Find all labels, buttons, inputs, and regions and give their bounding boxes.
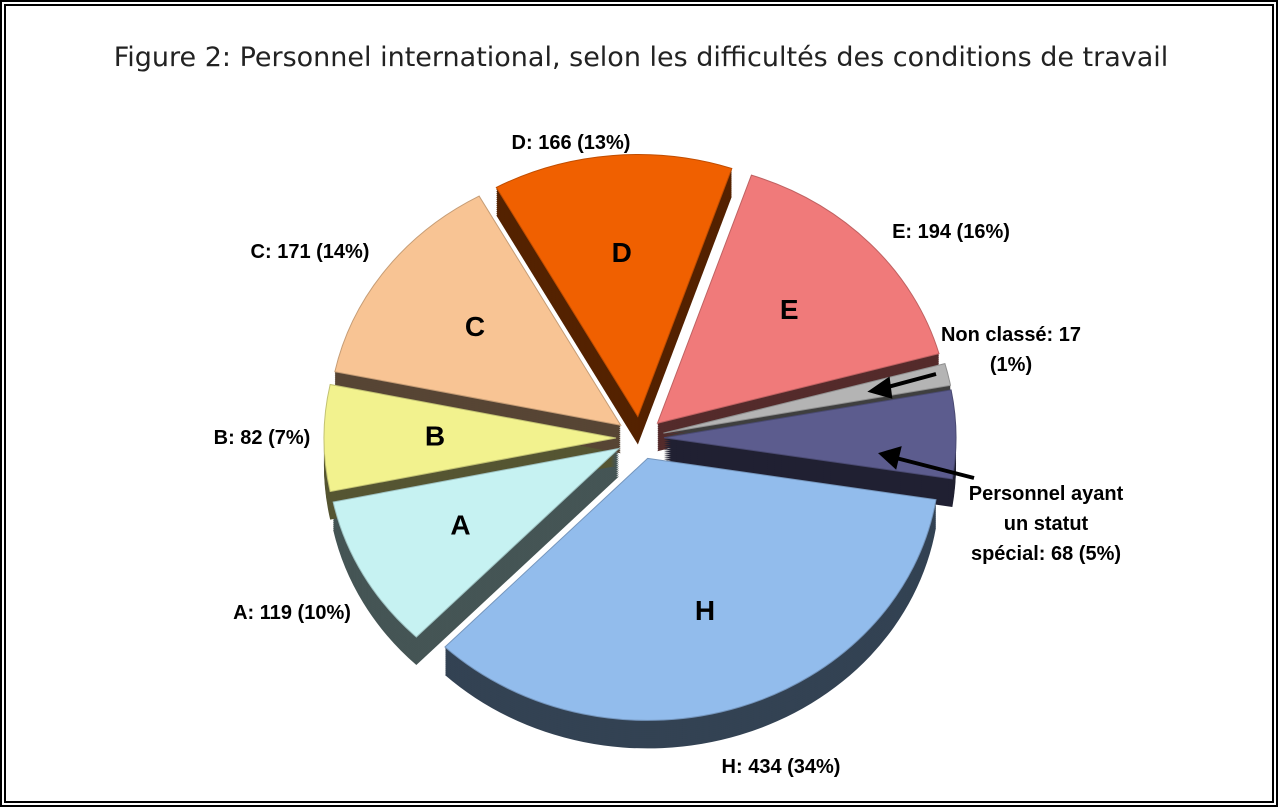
arrow-head xyxy=(867,376,893,399)
slice xyxy=(332,447,621,638)
chart: D E H A B C xyxy=(323,154,975,749)
slice xyxy=(334,195,622,426)
slice-letter: E xyxy=(780,294,799,325)
slice-letter: D xyxy=(612,237,632,268)
slice-letter: H xyxy=(695,595,715,626)
slice-label: B: 82 (7%) xyxy=(213,427,311,449)
slice-letter: A xyxy=(450,509,470,540)
slice-label: E: 194 (16%) xyxy=(892,221,1010,243)
slice xyxy=(656,174,940,424)
slice-label: Non classé: 17 (1%) xyxy=(940,324,1082,376)
slice-letter: B xyxy=(425,420,445,451)
slice-label: Personnel ayant un statut spécial: 68 (5… xyxy=(968,483,1124,565)
arrow xyxy=(883,372,937,390)
slice-label: A: 119 (10%) xyxy=(233,602,351,624)
slice xyxy=(495,154,733,418)
arrow xyxy=(895,456,975,480)
slice-label: C: 171 (14%) xyxy=(250,241,370,263)
chart-title: Figure 2: Personnel international, selon… xyxy=(113,42,1169,73)
slice xyxy=(444,457,937,721)
arrows xyxy=(867,372,975,480)
slice xyxy=(323,383,617,493)
slice xyxy=(663,362,952,434)
arrow-head xyxy=(878,446,902,470)
slice-letter: C xyxy=(465,311,485,342)
slice-label: H: 434 (34%) xyxy=(721,756,841,778)
slice-label: D: 166 (13%) xyxy=(511,132,631,154)
